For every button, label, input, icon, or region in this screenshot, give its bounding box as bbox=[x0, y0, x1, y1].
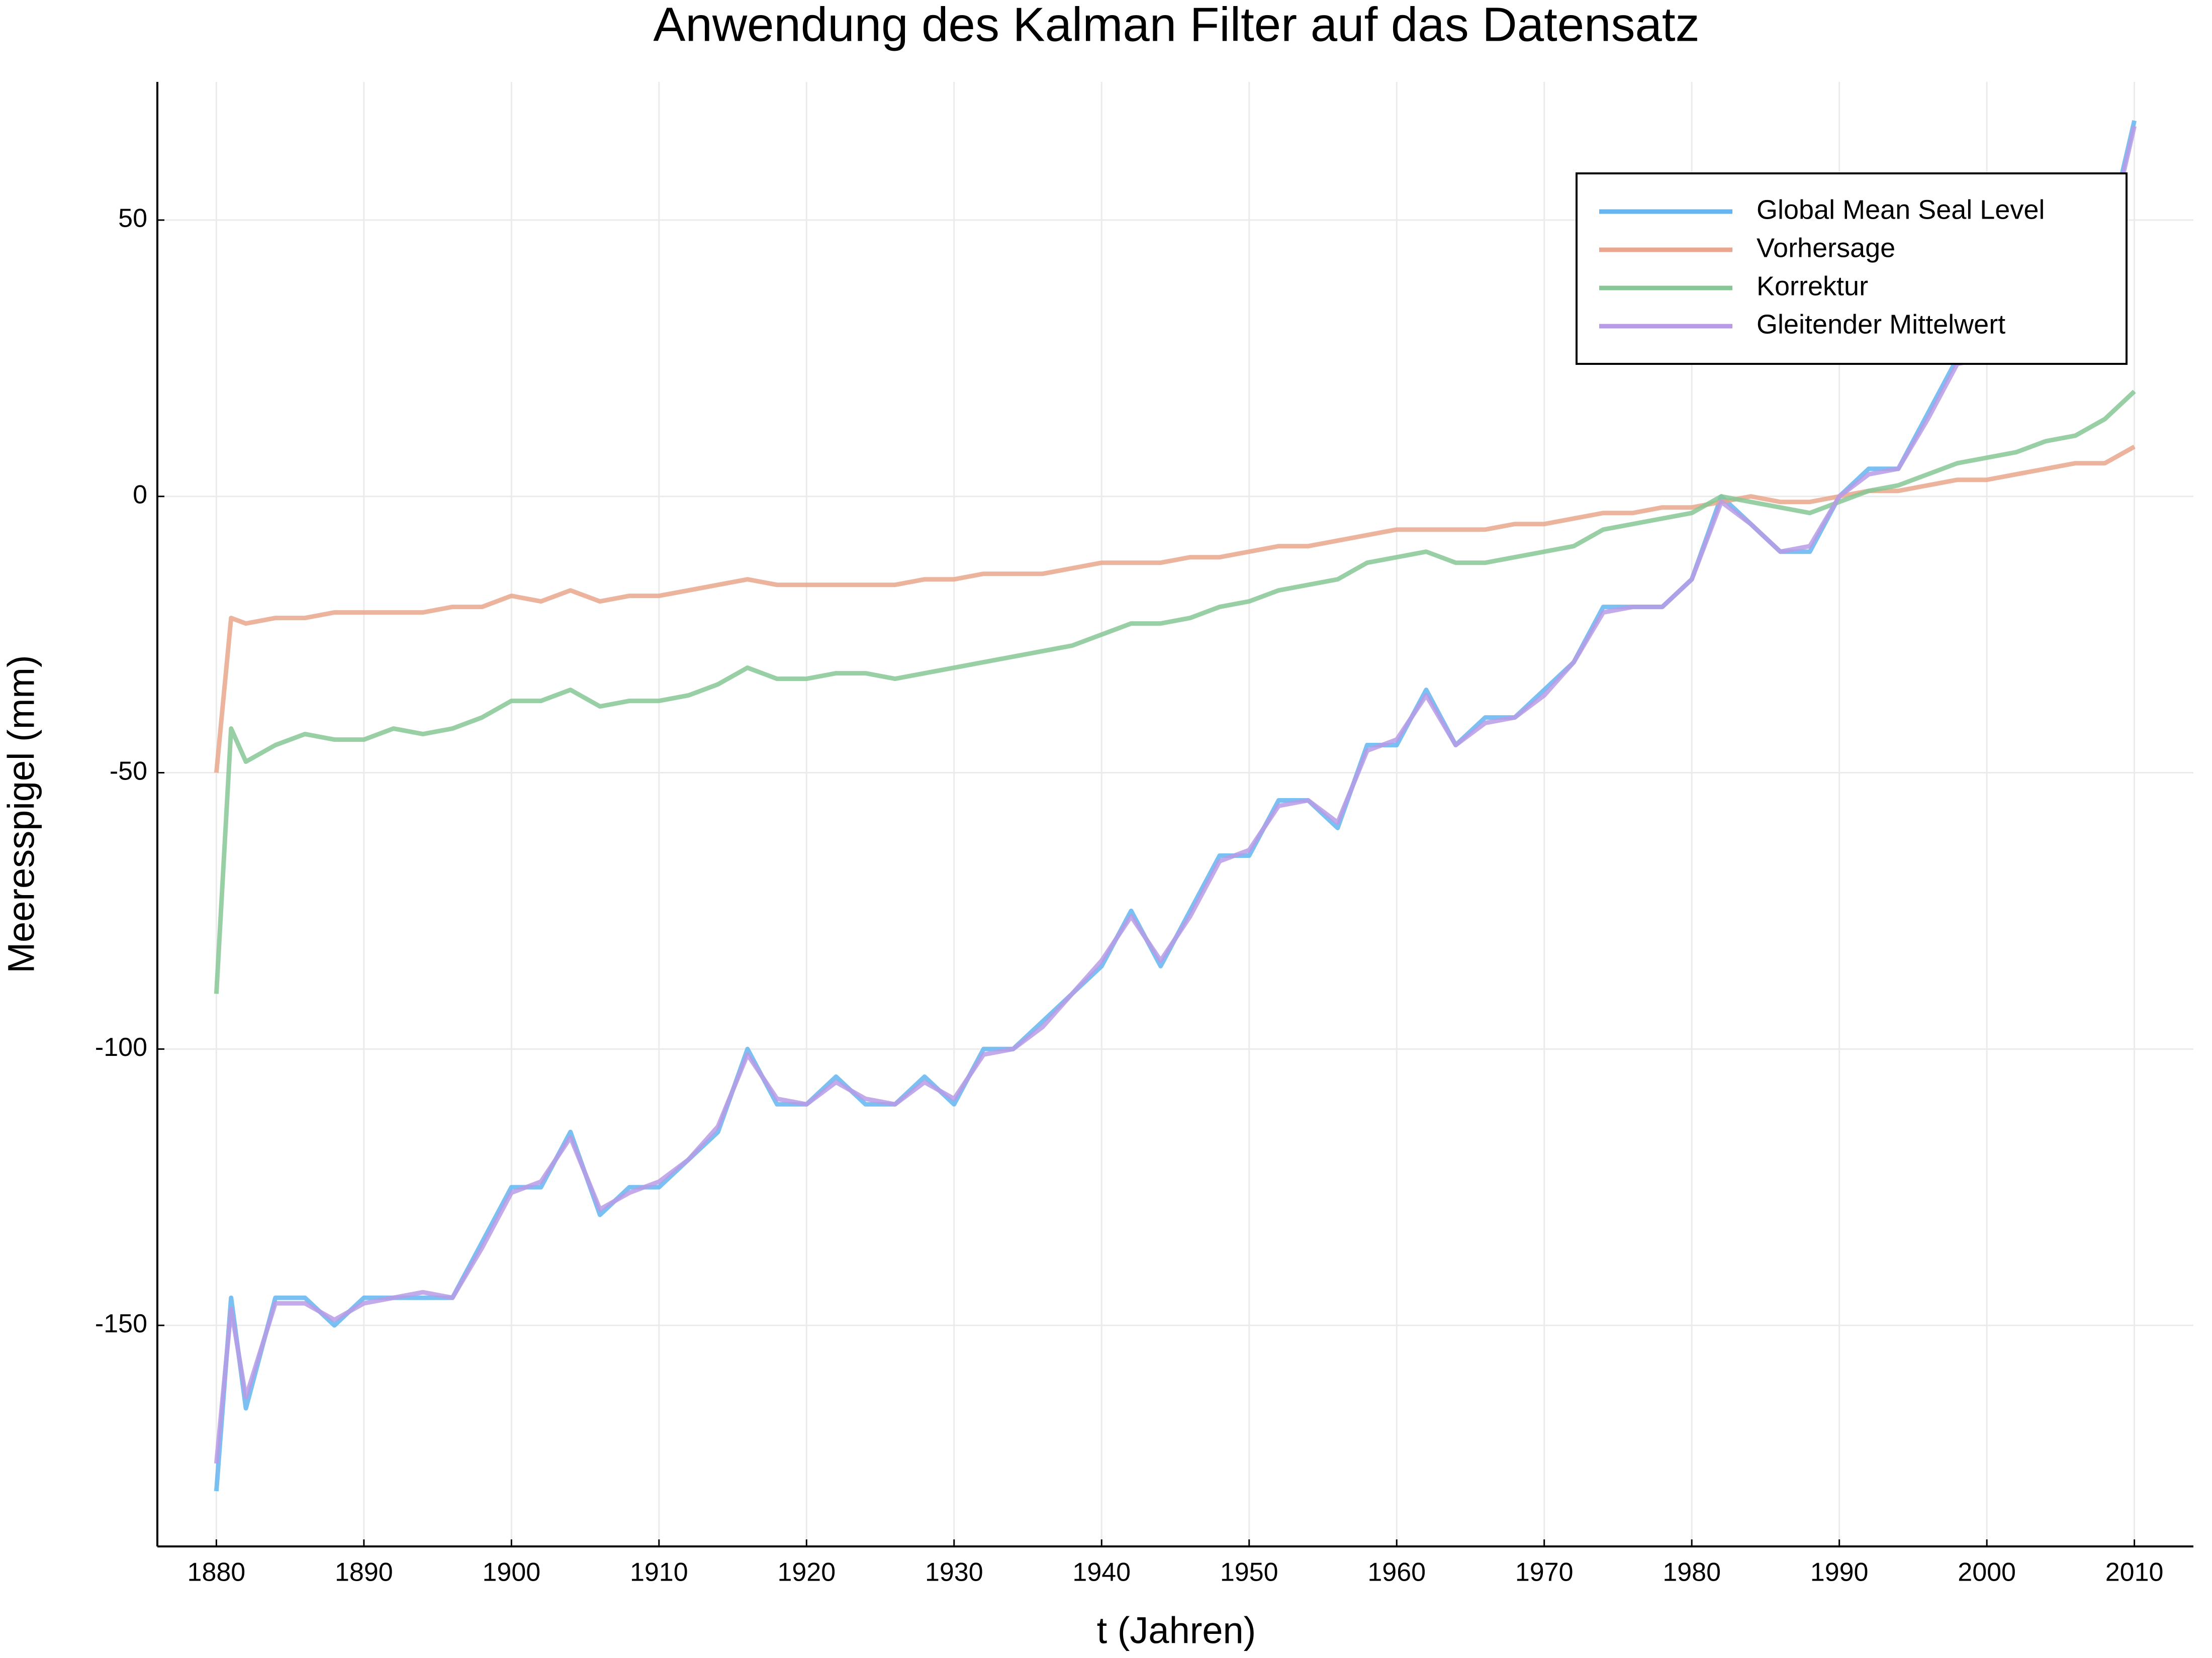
series-line bbox=[214, 125, 2137, 1464]
x-tick-label: 2010 bbox=[2105, 1558, 2164, 1587]
x-tick-label: 1990 bbox=[1810, 1558, 1869, 1587]
x-axis-label: t (Jahren) bbox=[1097, 1610, 1256, 1651]
y-tick-label: 0 bbox=[133, 480, 147, 509]
x-tick-label: 1970 bbox=[1515, 1558, 1574, 1587]
chart-title: Anwendung des Kalman Filter auf das Date… bbox=[653, 0, 1699, 51]
series-line bbox=[214, 120, 2137, 1492]
legend-label: Vorhersage bbox=[1757, 233, 1895, 263]
x-tick-label: 1930 bbox=[925, 1558, 983, 1587]
legend-label: Global Mean Seal Level bbox=[1757, 194, 2045, 225]
legend-box bbox=[1576, 172, 2128, 365]
legend-label: Gleitender Mittelwert bbox=[1757, 309, 2005, 339]
y-tick-label: -100 bbox=[95, 1033, 147, 1062]
series-line bbox=[214, 444, 2136, 773]
y-tick-label: -150 bbox=[95, 1309, 147, 1338]
x-tick-label: 1960 bbox=[1367, 1558, 1426, 1587]
x-tick-label: 1910 bbox=[630, 1558, 688, 1587]
legend-label: Korrektur bbox=[1757, 271, 1868, 301]
x-tick-label: 1890 bbox=[335, 1558, 393, 1587]
y-tick-label: 50 bbox=[118, 204, 147, 233]
x-tick-label: 1900 bbox=[483, 1558, 541, 1587]
y-tick-label: -50 bbox=[110, 756, 147, 786]
x-tick-label: 1920 bbox=[777, 1558, 836, 1587]
series-line bbox=[214, 389, 2136, 994]
x-tick-label: 1880 bbox=[188, 1558, 246, 1587]
x-tick-label: 1940 bbox=[1072, 1558, 1131, 1587]
x-tick-label: 1980 bbox=[1663, 1558, 1721, 1587]
x-tick-label: 1950 bbox=[1220, 1558, 1278, 1587]
y-axis-label: Meeresspigel (mm) bbox=[1, 655, 42, 973]
x-tick-label: 2000 bbox=[1958, 1558, 2016, 1587]
